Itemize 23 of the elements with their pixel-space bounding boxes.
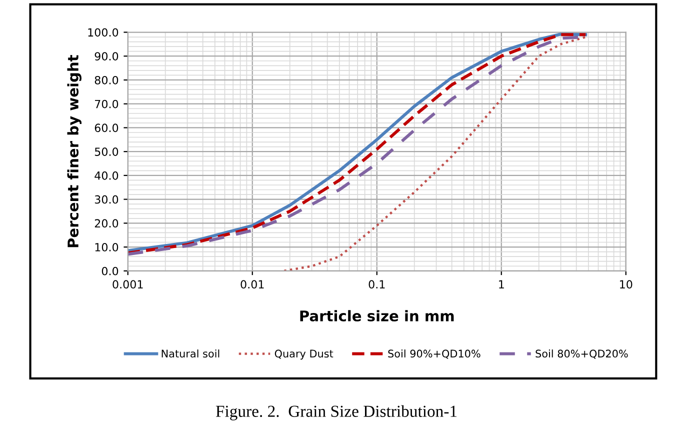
legend-label: Quary Dust	[274, 350, 334, 360]
y-tick-label: 50.0	[94, 148, 118, 156]
legend-label: Soil 80%+QD20%	[536, 349, 628, 359]
y-tick-label: 0.0	[102, 266, 118, 276]
y-tick-label: 60.0	[94, 124, 118, 132]
text: Figure. 2. Grain Size Distribution-1	[216, 405, 457, 420]
y-tick-label: 80.0	[94, 76, 118, 84]
legend-label: Natural soil	[162, 349, 220, 358]
y-tick-label: 40.0	[94, 171, 118, 180]
x-axis-title: Particle size in mm	[300, 310, 454, 322]
x-tick-label: 10	[620, 280, 632, 289]
y-tick-label: 100.0	[88, 28, 118, 37]
y-tick-label: 30.0	[94, 195, 118, 204]
y-tick-label: 10.0	[95, 243, 118, 252]
x-tick-label: 1	[499, 280, 504, 288]
y-tick-label: 20.0	[94, 219, 118, 228]
x-tick-label: 0.001	[112, 280, 143, 289]
x-tick-label: 0.1	[368, 280, 385, 289]
y-tick-label: 70.0	[95, 100, 118, 108]
y-axis-title: Percent finer by weight	[67, 55, 82, 248]
x-tick-label: 0.01	[240, 280, 264, 289]
legend-label: Soil 90%+QD10%	[388, 349, 480, 359]
y-tick-label: 90.0	[94, 52, 118, 60]
